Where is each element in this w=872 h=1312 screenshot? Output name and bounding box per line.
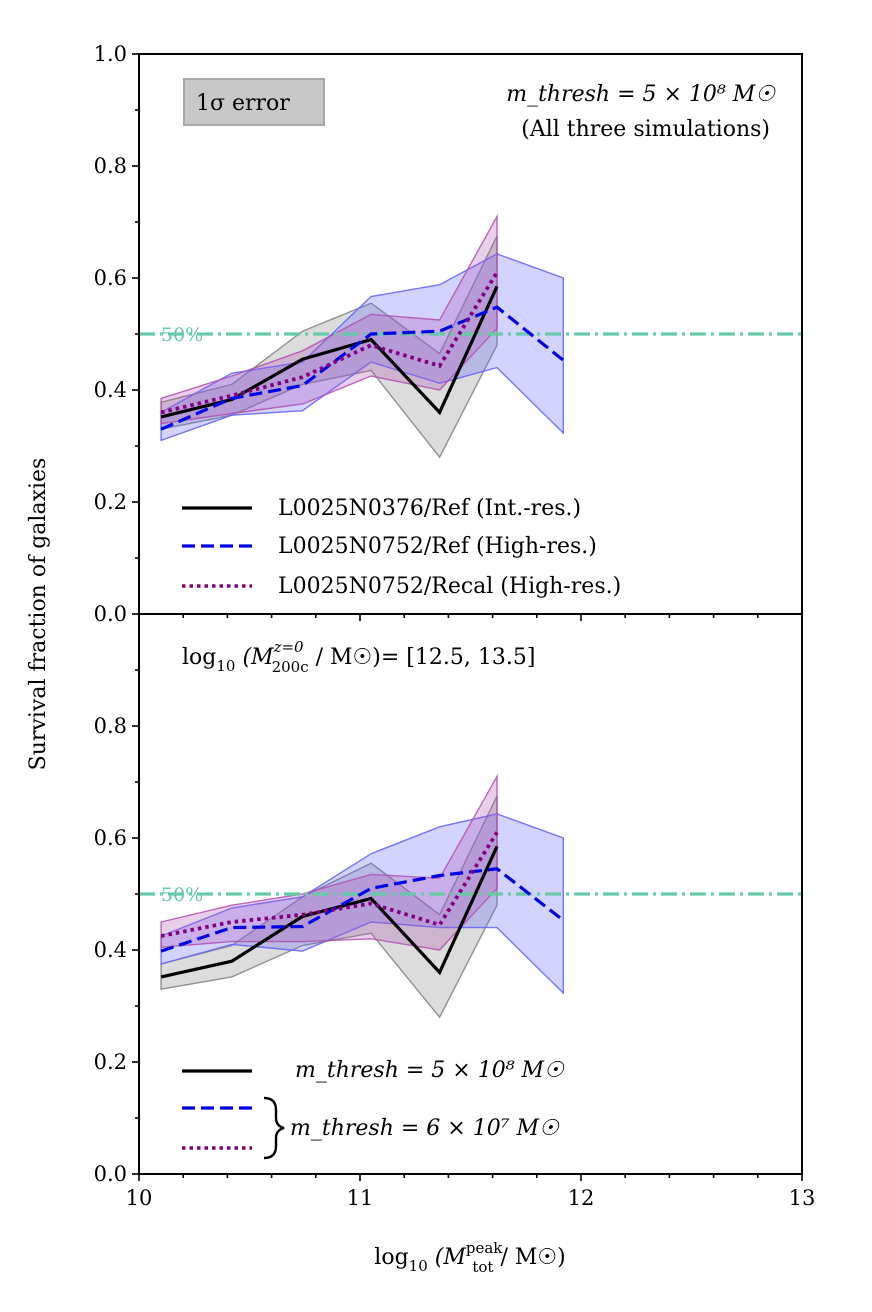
bottom-annotation-tail: / M☉)= [12.5, 13.5] (309, 645, 536, 670)
bottom-annotation-log: log (182, 645, 216, 670)
bottom-annotation-halo-mass: log10 (Mz=0 200c / M☉)= [12.5, 13.5] (182, 638, 535, 676)
top-ytick-label: 0.0 (94, 602, 127, 626)
xtick-label: 13 (789, 1186, 816, 1210)
y-axis-title: Survival fraction of galaxies (26, 458, 51, 771)
bottom-annotation-open: (M (235, 645, 274, 670)
bottom-annotation-sub2: 200c (272, 658, 309, 676)
error-legend-label: 1σ error (196, 91, 290, 116)
x-axis-title-log: log (374, 1245, 408, 1270)
top-line-l0025n0752-recal-high-res (160, 271, 499, 415)
bottom-ytick-label: 0.2 (94, 1050, 127, 1074)
xtick-label: 12 (568, 1186, 595, 1210)
top-ytick-label: 0.6 (94, 266, 127, 290)
top-band-l0025n0752-recal-high-res (160, 213, 498, 425)
bottom-ytick-label: 0.4 (94, 938, 127, 962)
top-ytick-label: 0.2 (94, 490, 127, 514)
bottom-legend-brace (263, 1096, 285, 1160)
top-ytick-label: 1.0 (94, 42, 127, 66)
bottom-band-l0025n0752-recal (160, 773, 498, 951)
legend-label-l0752-recal: L0025N0752/Recal (High-res.) (278, 574, 621, 599)
top-reference-label: 50% (161, 324, 203, 346)
bottom-reference-label: 50% (161, 884, 203, 906)
bottom-line-l0025n0752-ref (160, 867, 565, 953)
error-legend-swatch (183, 78, 325, 126)
xtick-label: 10 (126, 1186, 153, 1210)
bottom-legend-label-6e7: m_thresh = 6 × 10⁷ M☉ (290, 1116, 560, 1141)
bottom-line-l0025n0752-recal (160, 831, 499, 938)
x-axis-title-open: (M (428, 1245, 467, 1270)
bottom-annotation-sup: z=0 (273, 638, 304, 656)
bottom-ytick-label: 0.8 (94, 714, 127, 738)
x-axis-title-sub2: tot (472, 1258, 493, 1276)
top-line-l0025n0752-ref-high-res (160, 305, 565, 431)
bottom-line-l0025n0376-ref (160, 845, 499, 979)
bottom-ytick-label: 0.0 (94, 1162, 127, 1186)
xtick-label: 11 (347, 1186, 374, 1210)
legend-label-l0752-ref: L0025N0752/Ref (High-res.) (278, 534, 597, 559)
top-annotation-sims: (All three simulations) (521, 117, 770, 142)
top-annotation-threshold: m_thresh = 5 × 10⁸ M☉ (506, 82, 776, 107)
x-axis-title-sub: 10 (409, 1257, 428, 1275)
bottom-legend-label-5e8: m_thresh = 5 × 10⁸ M☉ (295, 1058, 565, 1083)
bottom-annotation-sub: 10 (216, 657, 235, 675)
x-axis-title: log10 (Mpeak tot / M☉) (374, 1239, 565, 1276)
top-ytick-label: 0.8 (94, 154, 127, 178)
bottom-panel-frame (138, 613, 803, 1175)
x-axis-title-close: / M☉) (493, 1245, 565, 1270)
bottom-ytick-label: 0.6 (94, 826, 127, 850)
legend-label-l0376-ref: L0025N0376/Ref (Int.-res.) (278, 496, 581, 521)
top-ytick-label: 0.4 (94, 378, 127, 402)
x-axis-title-sup: peak (466, 1239, 503, 1257)
